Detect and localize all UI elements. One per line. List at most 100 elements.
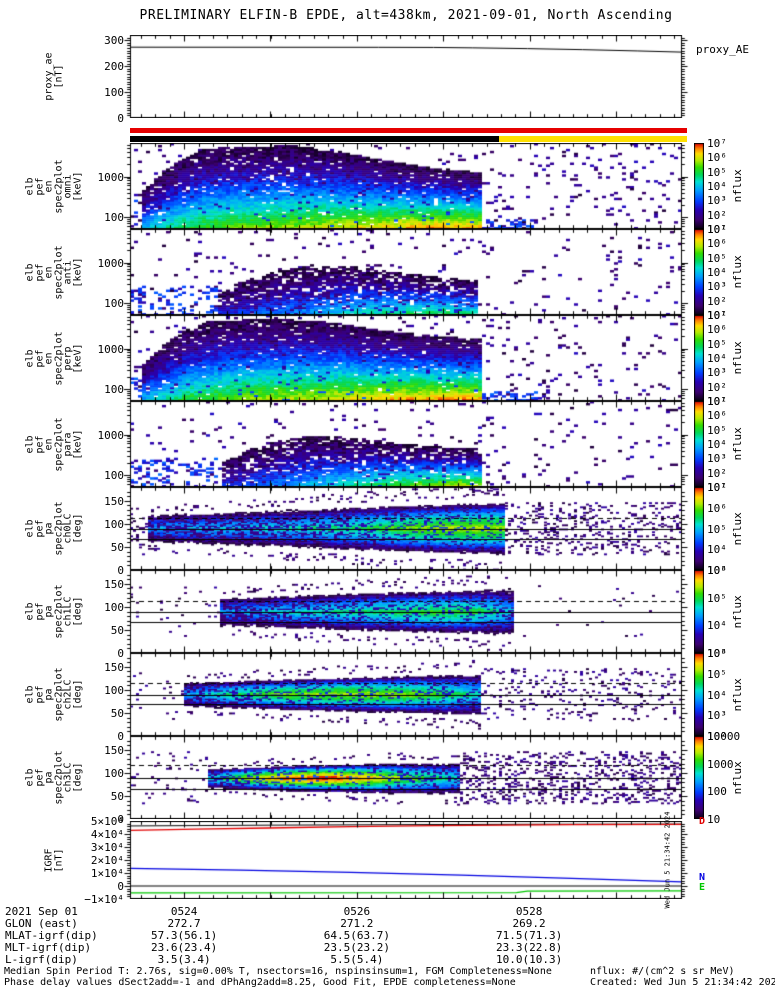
panel-ch1-colorbar-tick-3: 10³ [707, 647, 727, 660]
panel-igrf-ytick-−1×10⁴: −1×10⁴ [84, 893, 124, 906]
panel-ch1-ytick-150: 150 [104, 577, 124, 591]
panel-anti-colorbar-tick-1: 10⁶ [707, 237, 727, 251]
panel-igrf-ytick-5×10⁴: 5×10⁴ [90, 815, 124, 828]
panel-perp-colorbar-tick-0: 10⁷ [707, 309, 727, 322]
panel-perp-ylabel-line: [keV] [72, 342, 83, 374]
panel-ch3-ylabel-line: elb [24, 768, 36, 787]
panel-ch3-ytick-0: 0 [117, 813, 124, 826]
panel-para-ytick-1000: 1000 [97, 428, 125, 442]
panel-ch1-colorbar-tick-1: 10⁵ [707, 591, 727, 605]
plot-side-timestamp: Wed Jun 5 21:34:42 2024 [663, 811, 671, 909]
availability-bar-yellow-segment [499, 136, 687, 142]
panel-ch0-colorbar-title-wrap: nflux [728, 487, 748, 570]
panel-ch1-colorbar-title-wrap: nflux [728, 570, 748, 653]
ephemeris-value: 23.3(22.8) [495, 941, 563, 954]
panel-ch0-colorbar-tick-1: 10⁶ [707, 501, 727, 515]
panel-anti-colorbar-tick-5: 10² [707, 294, 727, 308]
panel-ch3-ylabel-line: pa [43, 771, 55, 784]
created-timestamp: Created: Wed Jun 5 21:34:42 2024 [590, 977, 775, 988]
panel-ch0-plot [122, 487, 690, 570]
panel-omni-colorbar-tick-1: 10⁶ [707, 151, 727, 165]
panel-para-ylabel-line: para [62, 431, 74, 457]
ephemeris-row-label: 2021 Sep 01 [5, 905, 78, 918]
panel-omni-ytick-100: 100 [104, 210, 124, 224]
panel-omni-ylabel-text: elb pef en spec2plot omni [keV] [24, 159, 84, 213]
availability-bar-black-segment [130, 136, 499, 142]
panel-para-colorbar-tick-3: 10⁴ [707, 438, 727, 451]
panel-igrf-ylabel-line: IGRF [43, 847, 55, 873]
panel-igrf-ytick-2×10⁴: 2×10⁴ [90, 854, 124, 867]
igrf-series-label-N: N [699, 872, 706, 883]
footer-line-1: Median Spin Period T: 2.76s, sig=0.00% T… [4, 966, 552, 977]
panel-anti-ylabel-line: spec2plot [53, 244, 64, 300]
panel-ch2-ylabel-line: elb [24, 685, 36, 704]
panel-ch3-ytick-50: 50 [110, 789, 124, 803]
ephemeris-value: 0526 [343, 905, 371, 918]
panel-perp-colorbar-title-wrap: nflux [728, 315, 748, 401]
panel-para-colorbar-tick-4: 10³ [707, 452, 727, 466]
ephemeris-value: 271.2 [340, 917, 374, 930]
panel-omni-colorbar-tick-0: 10⁷ [707, 137, 727, 150]
panel-ch1-colorbar-title: nflux [731, 594, 745, 629]
panel-omni-plot [122, 143, 690, 229]
panel-ch0-ylabel-line: pa [43, 522, 55, 535]
panel-perp-ylabel-line: en [43, 351, 55, 365]
panel-anti-colorbar-tick-3: 10⁴ [707, 266, 727, 279]
panel-ch2-ylabel-line: pef [34, 685, 45, 704]
panel-perp-ylabel-line: perp [62, 345, 74, 371]
panel-para-colorbar [694, 401, 704, 487]
panel-anti-ylabel-line: elb [24, 262, 36, 282]
ephemeris-value: 71.5(71.3) [495, 929, 563, 942]
panel-para-ylabel-line: elb [24, 434, 36, 454]
panel-anti-colorbar-title: nflux [731, 255, 745, 289]
panel-ch2-colorbar-tick-4: 10² [707, 730, 727, 743]
ephemeris-value: 3.5(3.4) [157, 953, 211, 966]
panel-ch0-ytick-150: 150 [104, 494, 124, 508]
panel-ch2-colorbar-tick-3: 10³ [707, 709, 727, 723]
panel-ch3-colorbar-title-wrap: nflux [728, 736, 748, 819]
ephemeris-row-label: MLAT-igrf(dip) [5, 929, 98, 942]
panel-ch1-colorbar-tick-0: 10⁶ [707, 564, 727, 577]
panel-para-colorbar-tick-2: 10⁵ [707, 423, 727, 437]
igrf-series-label-E: E [699, 882, 706, 893]
panel-perp-ylabel-line: spec2plot [53, 330, 64, 386]
panel-anti-ylabel-line: en [43, 265, 55, 279]
panel-perp-ytick-100: 100 [104, 382, 124, 396]
panel-omni-colorbar-title: nflux [731, 169, 745, 203]
panel-perp-colorbar-tick-4: 10³ [707, 366, 727, 380]
panel-proxy_ae-ytick-200: 200 [104, 60, 124, 74]
ephemeris-value: 64.5(63.7) [323, 929, 390, 942]
panel-ch2-ytick-50: 50 [110, 706, 124, 720]
panel-anti-colorbar-tick-4: 10³ [707, 280, 727, 294]
panel-ch1-ytick-50: 50 [110, 623, 124, 637]
panel-para-colorbar-title-wrap: nflux [728, 401, 748, 487]
panel-ch0-colorbar-tick-3: 10⁴ [707, 543, 727, 557]
panel-ch0-ytick-0: 0 [117, 564, 124, 577]
panel-ch2-ytick-150: 150 [104, 660, 124, 674]
ephemeris-value: 23.6(23.4) [150, 941, 218, 954]
panel-omni-ylabel-line: elb [24, 176, 36, 196]
panel-para-colorbar-tick-0: 10⁷ [707, 395, 727, 408]
igrf-series-label-D: D [699, 816, 706, 827]
panel-proxy_ae-plot [122, 35, 690, 118]
panel-omni-colorbar [694, 143, 704, 229]
ephemeris-value: 57.3(56.1) [150, 929, 218, 942]
panel-ch2-colorbar-tick-1: 10⁵ [707, 667, 727, 681]
panel-anti-colorbar-tick-2: 10⁵ [707, 251, 727, 265]
footer-line-2: Phase delay values dSect2add=-1 and dPhA… [4, 977, 516, 988]
panel-omni-ylabel-line: omni [62, 173, 74, 199]
panel-perp-colorbar-title: nflux [731, 341, 745, 375]
panel-anti-ytick-1000: 1000 [97, 256, 125, 270]
panel-ch2-colorbar-title: nflux [731, 677, 745, 712]
panel-ch0-colorbar-title: nflux [731, 511, 745, 546]
availability-bar-black-yellow [130, 136, 687, 142]
panel-anti-colorbar-title-wrap: nflux [728, 229, 748, 315]
panel-ch0-ytick-50: 50 [110, 540, 124, 554]
panel-perp-colorbar-tick-1: 10⁶ [707, 323, 727, 337]
panel-para-colorbar-title: nflux [731, 427, 745, 461]
panel-igrf-ytick-1×10⁴: 1×10⁴ [90, 867, 124, 880]
panel-ch1-colorbar-tick-2: 10⁴ [707, 619, 727, 633]
availability-bar-red [130, 128, 687, 133]
panel-anti-ylabel-text: elb pef en spec2plot anti [keV] [24, 244, 84, 300]
